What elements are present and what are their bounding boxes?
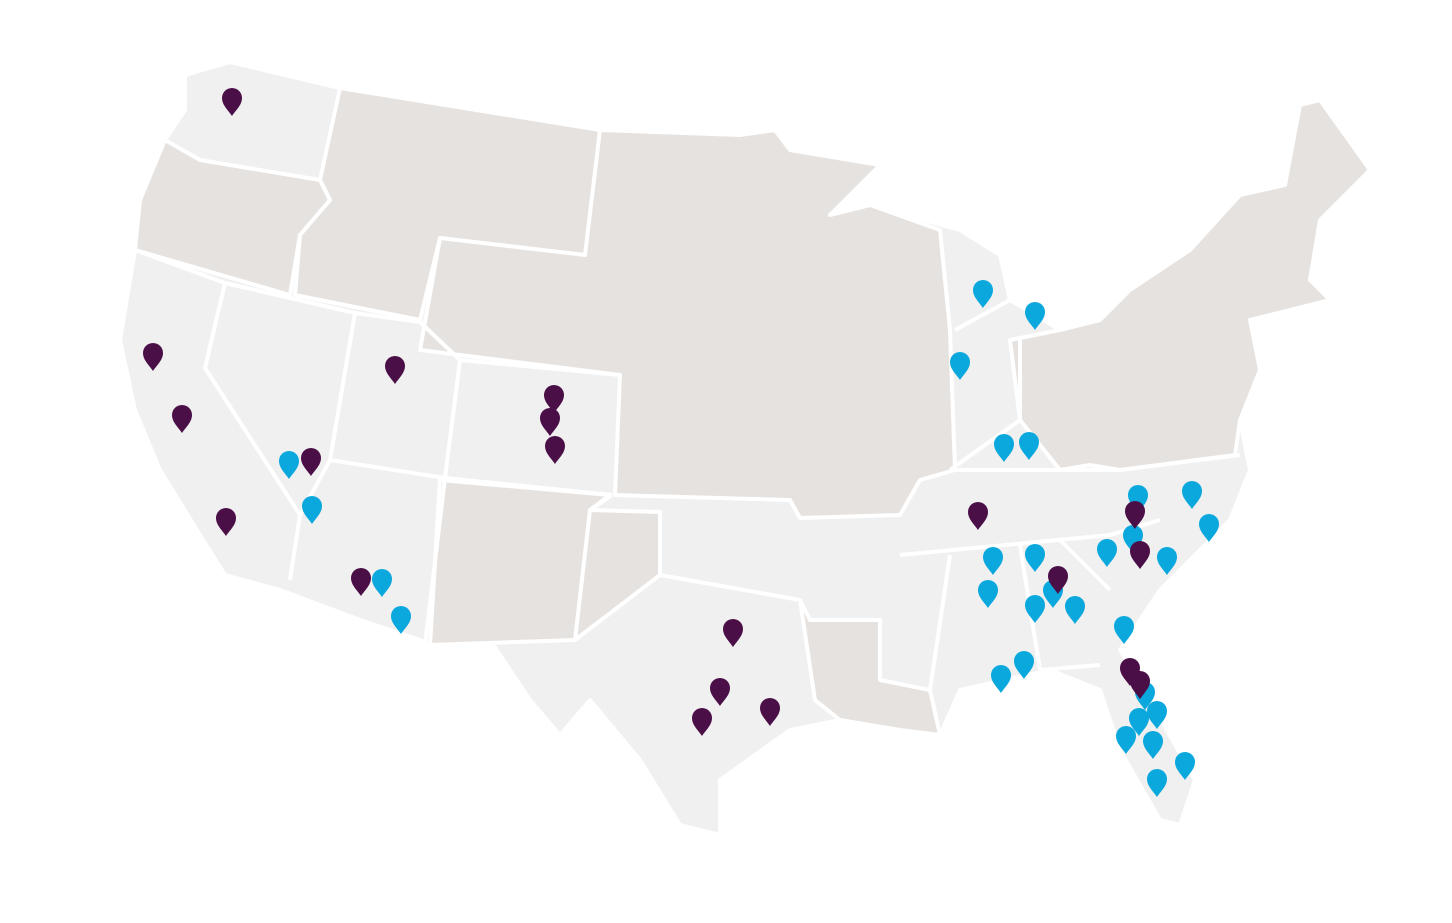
state-border-line	[928, 554, 952, 691]
map-pin-icon-purple[interactable]	[385, 356, 405, 384]
state-border-line	[954, 298, 1011, 332]
map-pin-icon-blue[interactable]	[1025, 544, 1045, 572]
map-pin-icon-blue[interactable]	[983, 547, 1003, 575]
map-pin-icon-blue[interactable]	[994, 434, 1014, 462]
map-pin-icon-blue[interactable]	[1147, 769, 1167, 797]
map-pin-icon-purple[interactable]	[172, 405, 192, 433]
map-pin-icon-blue[interactable]	[1114, 616, 1134, 644]
map-pin-icon-purple[interactable]	[1130, 671, 1150, 699]
map-pin-icon-blue[interactable]	[1025, 595, 1045, 623]
map-pin-icon-blue[interactable]	[1182, 481, 1202, 509]
map-pin-icon-blue[interactable]	[302, 496, 322, 524]
map-pin-icon-blue[interactable]	[372, 569, 392, 597]
state-border-line	[948, 340, 1022, 472]
map-pin-icon-blue[interactable]	[1097, 539, 1117, 567]
map-pin-icon-blue[interactable]	[1014, 651, 1034, 679]
state-border-line	[444, 476, 613, 497]
map-pin-icon-blue[interactable]	[1175, 752, 1195, 780]
map-pin-icon-blue[interactable]	[1143, 731, 1163, 759]
map-pin-icon-blue[interactable]	[1116, 726, 1136, 754]
map-pin-icon-purple[interactable]	[760, 698, 780, 726]
map-pin-icon-purple[interactable]	[1125, 501, 1145, 529]
states-layer	[118, 60, 1372, 837]
map-pin-icon-blue[interactable]	[1025, 302, 1045, 330]
map-pin-icon-blue[interactable]	[973, 280, 993, 308]
state-border-line	[134, 248, 302, 517]
map-pin-icon-blue[interactable]	[279, 451, 299, 479]
state-border-line	[288, 459, 332, 581]
map-pin-icon-blue[interactable]	[1199, 514, 1219, 542]
map-pin-icon-blue[interactable]	[1129, 708, 1149, 736]
map-pin-icon-purple[interactable]	[723, 619, 743, 647]
map-pin-icon-purple[interactable]	[545, 436, 565, 464]
map-pin-icon-purple[interactable]	[544, 385, 564, 413]
state-border-line	[1058, 538, 1112, 592]
state-border-line	[459, 358, 621, 377]
state-border-line	[1039, 663, 1101, 672]
map-pin-icon-blue[interactable]	[1065, 596, 1085, 624]
map-pin-icon-blue[interactable]	[978, 580, 998, 608]
map-pin-icon-purple[interactable]	[1130, 541, 1150, 569]
map-pin-icon-purple[interactable]	[540, 408, 560, 436]
map-pin-icon-purple[interactable]	[351, 568, 371, 596]
map-pin-icon-purple[interactable]	[216, 508, 236, 536]
map-pin-icon-purple[interactable]	[301, 448, 321, 476]
pins-layer	[143, 88, 1219, 797]
state-border-line	[423, 477, 447, 646]
map-pin-icon-purple[interactable]	[968, 502, 988, 530]
map-pin-icon-purple[interactable]	[143, 343, 163, 371]
state-borders	[134, 248, 1241, 691]
state-border-line	[573, 493, 614, 641]
map-pin-icon-purple[interactable]	[222, 88, 242, 116]
map-pin-icon-blue[interactable]	[991, 665, 1011, 693]
map-pin-icon-blue[interactable]	[391, 606, 411, 634]
state-northeast-ohio-va	[1008, 98, 1372, 472]
map-pin-icon-purple[interactable]	[710, 678, 730, 706]
map-pin-icon-blue[interactable]	[1147, 701, 1167, 729]
state-border-line	[955, 453, 1241, 472]
map-pin-icon-blue[interactable]	[1019, 432, 1039, 460]
map-pin-icon-purple[interactable]	[692, 708, 712, 736]
map-pin-icon-purple[interactable]	[1048, 566, 1068, 594]
state-border-line	[899, 518, 1161, 557]
map-pin-icon-blue[interactable]	[950, 352, 970, 380]
map-pin-icon-blue[interactable]	[1157, 547, 1177, 575]
